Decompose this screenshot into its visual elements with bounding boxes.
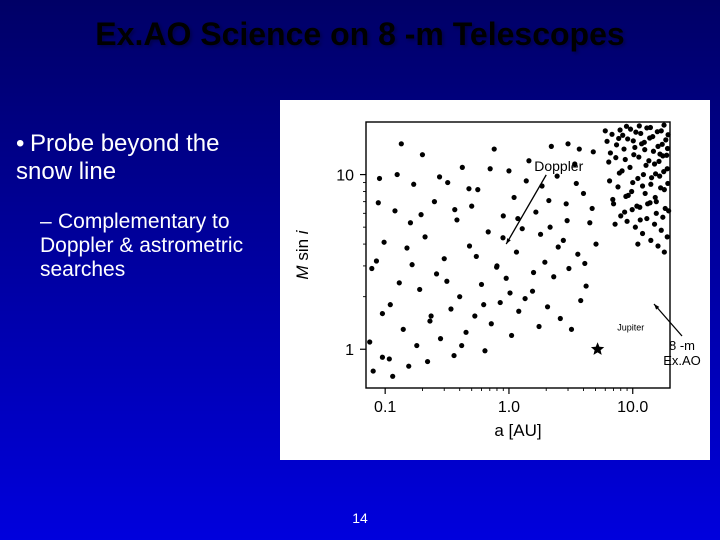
bullet-marker: • <box>16 130 30 158</box>
svg-text:Doppler: Doppler <box>534 158 583 174</box>
bullet-sub-text: Complementary to Doppler & astrometric s… <box>40 210 243 281</box>
svg-text:10: 10 <box>336 168 354 185</box>
chart-svg: 0.1 1.0 10.0 1 10 a [AU] M sin i Doppler Jupiter… <box>280 100 710 460</box>
svg-text:0.1: 0.1 <box>374 399 396 416</box>
svg-text:M sin i: M sin i <box>293 229 312 279</box>
svg-text:8 -m: 8 -m <box>669 338 695 353</box>
svg-text:1.0: 1.0 <box>498 399 520 416</box>
bullet-sub-marker: – <box>40 210 58 234</box>
svg-text:1: 1 <box>345 342 354 359</box>
svg-text:Jupiter: Jupiter <box>617 323 644 333</box>
bullet-main: •Probe beyond the snow line <box>16 130 266 185</box>
page-title: Ex.AO Science on 8 -m Telescopes <box>0 16 720 53</box>
svg-text:10.0: 10.0 <box>617 399 648 416</box>
slide-root: Ex.AO Science on 8 -m Telescopes •Probe … <box>0 0 720 540</box>
scatter-chart: 0.1 1.0 10.0 1 10 a [AU] M sin i Doppler Jupiter… <box>280 100 710 460</box>
svg-text:Ex.AO: Ex.AO <box>663 353 701 368</box>
bullet-sub: –Complementary to Doppler & astrometric … <box>40 210 250 282</box>
svg-text:a [AU]: a [AU] <box>494 421 541 440</box>
page-number: 14 <box>0 510 720 526</box>
bullet-main-text: Probe beyond the snow line <box>16 130 219 185</box>
